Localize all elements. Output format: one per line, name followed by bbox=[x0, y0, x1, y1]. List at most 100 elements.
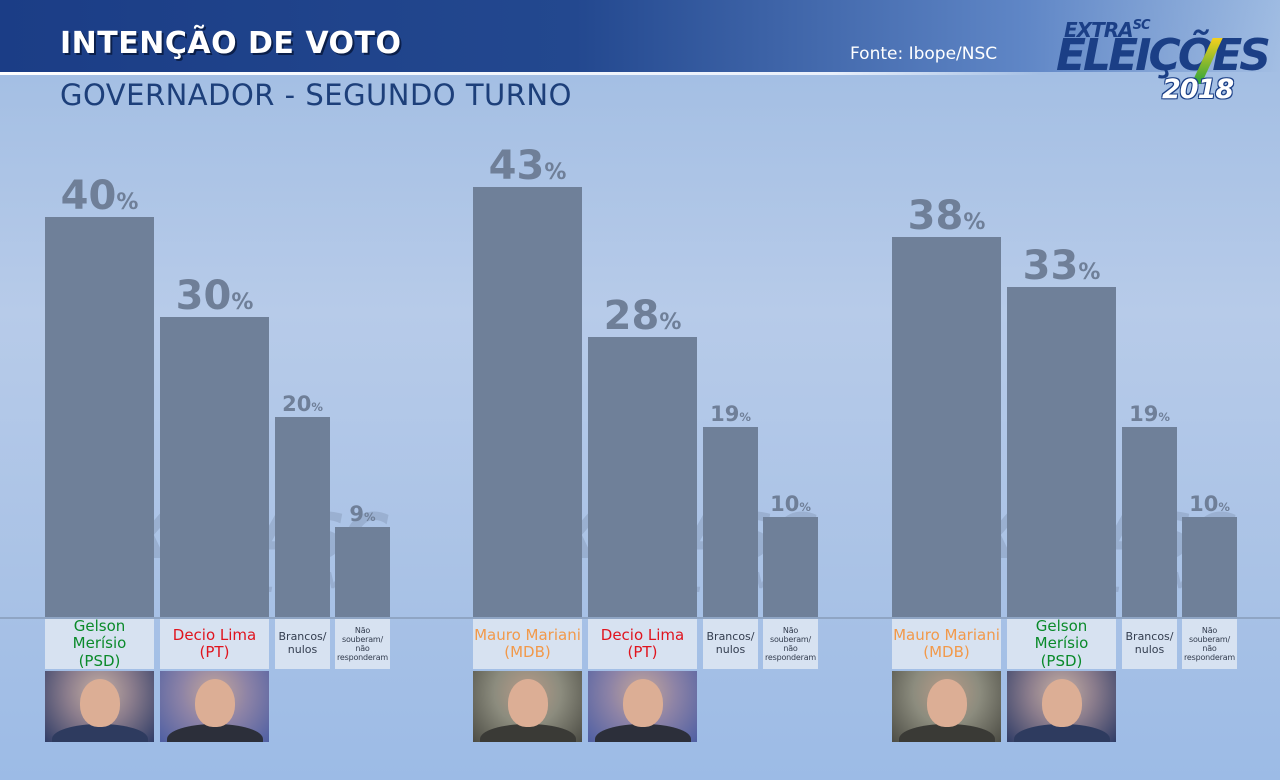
label-line1: Brancos/ bbox=[706, 630, 755, 644]
bar-1-4 bbox=[335, 527, 390, 617]
bar-value-unit: % bbox=[116, 190, 139, 215]
bar-value-label: 10% bbox=[1182, 492, 1237, 516]
category-label: Brancos/nulos bbox=[703, 619, 758, 669]
candidate-label: Gelson Merísio (PSD) bbox=[45, 618, 154, 670]
label-line1: Mauro Mariani bbox=[893, 625, 1000, 644]
candidate-photo-decio bbox=[588, 671, 697, 742]
bar-value-number: 38 bbox=[907, 193, 964, 239]
bar-value-label: 20% bbox=[275, 392, 330, 416]
photo-shirt-shape bbox=[479, 724, 576, 742]
bar-value-number: 28 bbox=[603, 293, 660, 339]
bar-value-unit: % bbox=[311, 400, 323, 414]
candidate-photo-gelson bbox=[45, 671, 154, 742]
bar-value-label: 28% bbox=[588, 293, 697, 339]
bar-2-1 bbox=[473, 187, 582, 617]
label-line2: (PT) bbox=[199, 643, 230, 661]
photo-shirt-shape bbox=[898, 724, 995, 742]
label-line2: não responderam bbox=[1183, 644, 1236, 663]
bar-value-label: 43% bbox=[473, 143, 582, 189]
bar-value-number: 19 bbox=[710, 402, 740, 426]
bar-value-label: 40% bbox=[45, 173, 154, 219]
label-line2: nulos bbox=[287, 643, 318, 656]
label-line2: não responderam bbox=[336, 644, 389, 663]
candidate-label: Decio Lima (PT) bbox=[160, 619, 269, 669]
bar-value-label: 30% bbox=[160, 273, 269, 319]
photo-shirt-shape bbox=[594, 724, 691, 742]
bar-1-1 bbox=[45, 217, 154, 617]
logo-year: 2018 bbox=[1162, 74, 1234, 105]
page-subtitle: GOVERNADOR - SEGUNDO TURNO bbox=[60, 78, 572, 112]
candidate-photo-gelson bbox=[1007, 671, 1116, 742]
bar-2-2 bbox=[588, 337, 697, 617]
photo-shirt-shape bbox=[51, 724, 148, 742]
label-line2: (PSD) bbox=[1040, 651, 1083, 670]
bar-1-2 bbox=[160, 317, 269, 617]
bar-value-unit: % bbox=[1218, 500, 1230, 514]
photo-head-shape bbox=[507, 679, 548, 727]
bar-value-unit: % bbox=[231, 290, 254, 315]
bar-2-3 bbox=[703, 427, 758, 617]
category-label: Brancos/nulos bbox=[275, 619, 330, 669]
bar-value-unit: % bbox=[963, 210, 986, 235]
bar-value-number: 20 bbox=[282, 392, 312, 416]
label-line1: Não souberam/ bbox=[341, 625, 383, 644]
label-line1: Gelson Merísio bbox=[1034, 617, 1089, 653]
bar-value-label: 33% bbox=[1007, 243, 1116, 289]
bar-value-number: 19 bbox=[1129, 402, 1159, 426]
label-line2: (MDB) bbox=[923, 643, 970, 661]
bar-value-unit: % bbox=[799, 500, 811, 514]
candidate-photo-mauro bbox=[892, 671, 1001, 742]
bar-3-4 bbox=[1182, 517, 1237, 617]
chart-baseline bbox=[0, 617, 1280, 619]
bar-value-label: 19% bbox=[1122, 402, 1177, 426]
label-line1: Decio Lima bbox=[600, 625, 685, 644]
bar-value-label: 38% bbox=[892, 193, 1001, 239]
bar-value-unit: % bbox=[364, 510, 376, 524]
bar-value-label: 19% bbox=[703, 402, 758, 426]
category-label: Não souberam/não responderam bbox=[763, 619, 818, 669]
label-line1: Não souberam/ bbox=[769, 625, 811, 644]
photo-head-shape bbox=[926, 679, 967, 727]
photo-head-shape bbox=[1041, 679, 1082, 727]
bar-value-unit: % bbox=[659, 310, 682, 335]
label-line2: nulos bbox=[1134, 643, 1165, 656]
logo-extra: EXTRASC bbox=[1064, 18, 1151, 42]
bar-value-unit: % bbox=[1078, 260, 1101, 285]
candidate-label: Gelson Merísio (PSD) bbox=[1007, 617, 1116, 670]
bar-value-unit: % bbox=[544, 160, 567, 185]
bar-3-1 bbox=[892, 237, 1001, 617]
photo-shirt-shape bbox=[166, 724, 263, 742]
bar-value-number: 33 bbox=[1022, 243, 1079, 289]
header-band bbox=[0, 0, 1280, 72]
photo-shirt-shape bbox=[1013, 724, 1110, 742]
label-line2: (PSD) bbox=[78, 651, 121, 670]
category-label: Não souberam/não responderam bbox=[1182, 619, 1237, 669]
label-line2: não responderam bbox=[764, 644, 817, 663]
bar-value-number: 10 bbox=[1189, 492, 1219, 516]
bar-value-unit: % bbox=[739, 410, 751, 424]
bar-1-3 bbox=[275, 417, 330, 617]
candidate-label: Decio Lima (PT) bbox=[588, 619, 697, 669]
page-title: INTENÇÃO DE VOTO bbox=[60, 26, 402, 61]
bar-value-label: 10% bbox=[763, 492, 818, 516]
label-line1: Mauro Mariani bbox=[474, 625, 581, 644]
label-line1: Brancos/ bbox=[278, 630, 327, 644]
bar-value-number: 9 bbox=[349, 502, 365, 526]
bar-2-4 bbox=[763, 517, 818, 617]
label-line2: (PT) bbox=[627, 643, 658, 661]
candidate-label: Mauro Mariani (MDB) bbox=[473, 619, 582, 669]
photo-head-shape bbox=[622, 679, 663, 727]
label-line2: (MDB) bbox=[504, 643, 551, 661]
logo-extra-text: EXTRA bbox=[1064, 18, 1134, 42]
bar-3-3 bbox=[1122, 427, 1177, 617]
bar-value-number: 40 bbox=[60, 173, 117, 219]
bar-value-unit: % bbox=[1158, 410, 1170, 424]
logo-sc-text: SC bbox=[1132, 18, 1151, 33]
bar-3-2 bbox=[1007, 287, 1116, 617]
category-label: Não souberam/não responderam bbox=[335, 619, 390, 669]
label-line1: Decio Lima bbox=[172, 625, 257, 644]
candidate-label: Mauro Mariani (MDB) bbox=[892, 619, 1001, 669]
candidate-photo-decio bbox=[160, 671, 269, 742]
category-label: Brancos/nulos bbox=[1122, 619, 1177, 669]
bar-value-number: 43 bbox=[488, 143, 545, 189]
